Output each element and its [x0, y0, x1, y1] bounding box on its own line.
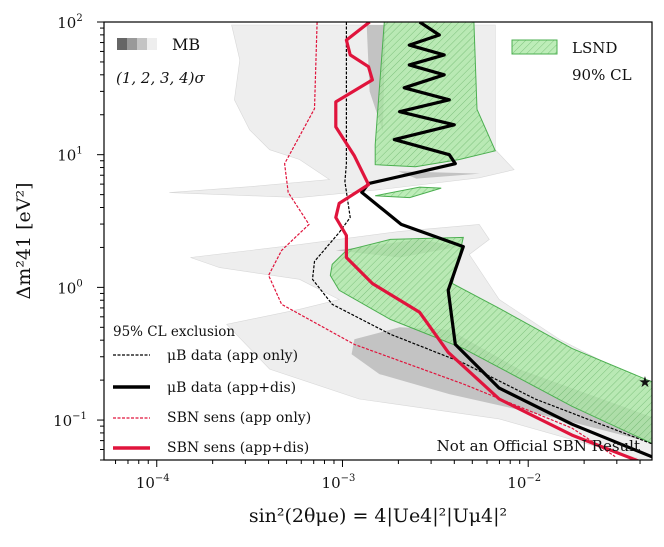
lsnd-region-0 [374, 22, 496, 168]
series-line-1 [360, 22, 652, 459]
exclusion-legend: 95% CL exclusion μB data (app only) μB d… [113, 324, 311, 456]
x-tick-label: 10−2 [507, 473, 541, 492]
y-axis-label: Δm²41 [eV²] [13, 183, 35, 300]
plot-frame [103, 21, 653, 461]
series-line-0 [311, 22, 652, 445]
mb-label: MB [172, 35, 200, 54]
exclusion-legend-title: 95% CL exclusion [113, 324, 235, 340]
star-marker: ★ [638, 373, 651, 391]
lsnd-legend: LSND 90% CL [511, 39, 632, 84]
mb-legend: MB (1, 2, 3, 4)σ [116, 35, 205, 87]
y-tick-label: 10−1 [53, 411, 87, 430]
mb-dark-region-0 [351, 327, 652, 443]
legend-label-ub-app: μB data (app only) [167, 348, 298, 364]
lsnd-label: LSND [572, 39, 617, 57]
legend-label-sbn-appdis: SBN sens (app+dis) [167, 440, 309, 456]
mb-swatch-4 [147, 38, 157, 50]
series-lines [268, 22, 652, 460]
y-tick-label: 101 [57, 146, 82, 165]
axis-ticks: 10−4 10−3 10−2 102 101 100 10−1 [53, 13, 641, 492]
series-line-3 [334, 22, 640, 460]
disclaimer-annotation: Not an Official SBN Result [437, 437, 640, 455]
mb-swatch-2 [127, 38, 137, 50]
lsnd-cl-label: 90% CL [572, 66, 632, 84]
legend-label-ub-appdis: μB data (app+dis) [167, 380, 296, 396]
lsnd-region-2 [329, 236, 652, 444]
mb-swatch-3 [137, 38, 147, 50]
x-tick-label: 10−4 [136, 473, 170, 492]
star-marker-glyph: ★ [638, 373, 651, 391]
mb-swatch-1 [117, 38, 127, 50]
lsnd-swatch [511, 39, 558, 55]
mb-sigma-label: (1, 2, 3, 4)σ [116, 69, 205, 87]
legend-label-sbn-app: SBN sens (app only) [167, 410, 311, 426]
x-tick-label: 10−3 [322, 473, 356, 492]
lsnd-regions [329, 22, 652, 444]
y-tick-label: 102 [57, 13, 82, 32]
y-tick-label: 100 [57, 278, 82, 297]
lsnd-region-1 [375, 186, 442, 199]
x-axis-label: sin²(2θμe) = 4|Ue4|²|Uμ4|² [249, 505, 507, 527]
series-line-2 [268, 22, 616, 458]
